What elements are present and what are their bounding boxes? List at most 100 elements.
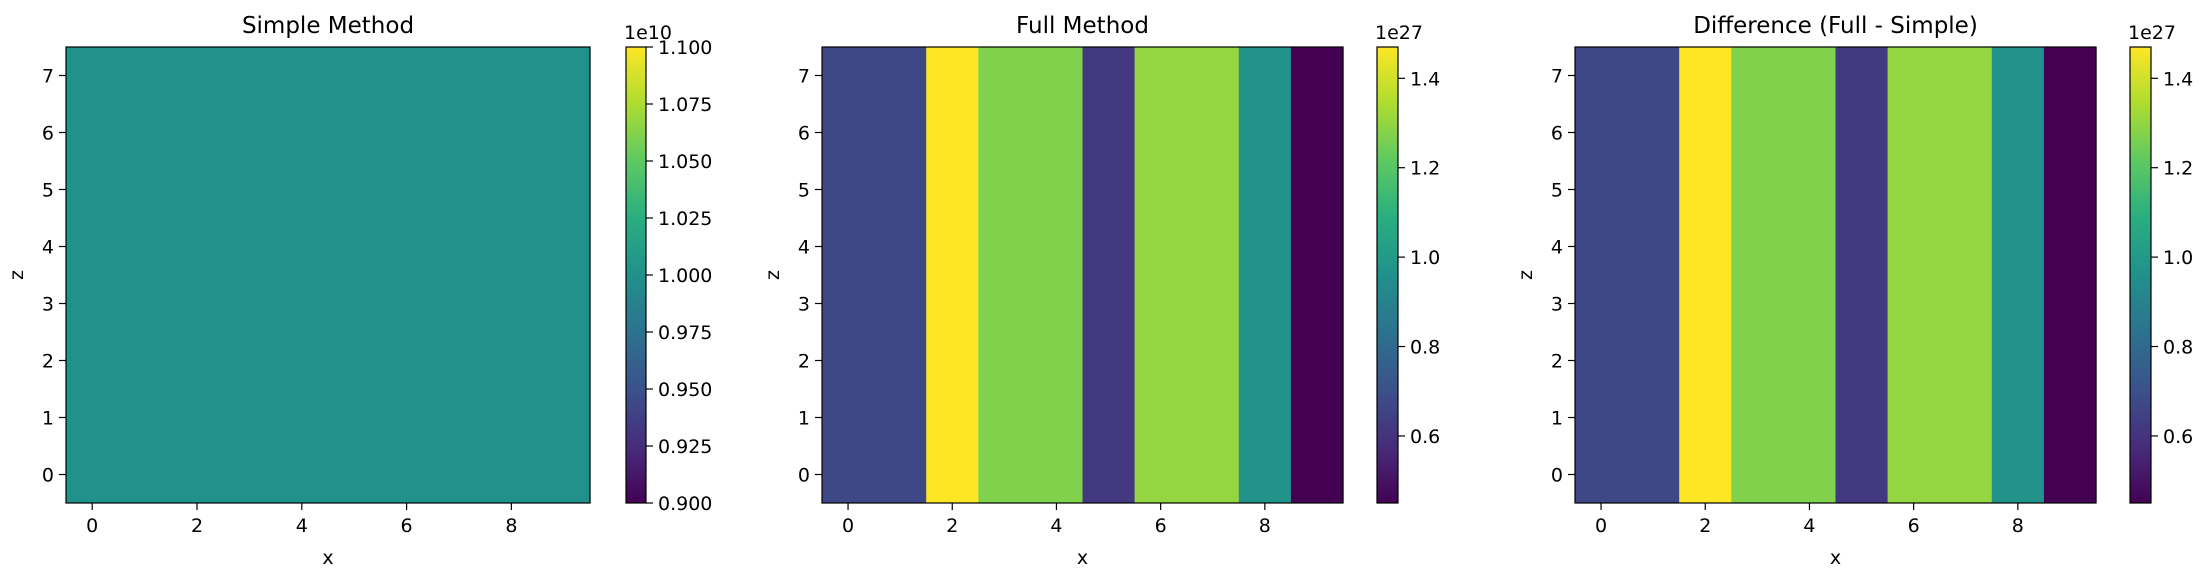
y-axis-label: z bbox=[1515, 270, 1537, 280]
y-tick-label: 1 bbox=[798, 408, 810, 430]
heatmap-cell bbox=[1887, 47, 1941, 503]
y-tick-label: 6 bbox=[798, 123, 810, 145]
heatmap-cell bbox=[874, 47, 927, 503]
colorbar-tick-label: 1.4 bbox=[2163, 68, 2193, 90]
chart-title: Simple Method bbox=[242, 13, 414, 39]
y-tick-label: 4 bbox=[798, 237, 810, 259]
colorbar-tick-label: 1.025 bbox=[658, 208, 712, 230]
heatmap-cell bbox=[1186, 47, 1240, 503]
colorbar-gradient bbox=[1376, 46, 1399, 504]
x-tick-label: 8 bbox=[1259, 515, 1271, 537]
heatmap-cell bbox=[223, 47, 277, 503]
heatmap-cell bbox=[822, 47, 875, 503]
heatmap-cell bbox=[1731, 47, 1784, 503]
axes-frame bbox=[65, 46, 591, 504]
heatmap-cell bbox=[1679, 47, 1732, 503]
colorbar-tick-label: 1.075 bbox=[658, 94, 712, 116]
heatmap-cell bbox=[170, 47, 224, 503]
heatmap-panel-3: Difference (Full - Simple) 0 2 4 6 8 x 0 1 2 3 4 5 6 7… bbox=[1515, 13, 2193, 569]
heatmap-cells bbox=[822, 47, 1344, 503]
y-tick-label: 0 bbox=[1551, 465, 1563, 487]
y-tick-label: 3 bbox=[798, 294, 810, 316]
y-tick-label: 5 bbox=[42, 180, 54, 202]
y-tick-label: 1 bbox=[42, 408, 54, 430]
y-tick-label: 1 bbox=[1551, 408, 1563, 430]
colorbar-tick-label: 0.6 bbox=[2163, 426, 2193, 448]
x-axis-label: x bbox=[1830, 547, 1841, 569]
heatmap-cell bbox=[66, 47, 119, 503]
chart-title: Full Method bbox=[1016, 13, 1149, 39]
y-axis-label: z bbox=[762, 270, 784, 280]
heatmap-cell bbox=[1575, 47, 1628, 503]
colorbar-tick-label: 0.950 bbox=[658, 379, 712, 401]
heatmap-cell bbox=[1835, 47, 1889, 503]
heatmap-cell bbox=[1030, 47, 1084, 503]
colorbar-multiplier: 1e27 bbox=[1375, 22, 1423, 44]
x-tick-label: 8 bbox=[2012, 515, 2024, 537]
colorbar-tick-label: 0.8 bbox=[1410, 337, 1440, 359]
heatmap-cell bbox=[2043, 47, 2097, 503]
x-tick-label: 6 bbox=[1155, 515, 1167, 537]
heatmap-cell bbox=[1134, 47, 1188, 503]
colorbar-tick-label: 1.0 bbox=[2163, 247, 2193, 269]
y-tick-label: 5 bbox=[798, 180, 810, 202]
colorbar-tick-label: 1.100 bbox=[658, 37, 712, 59]
colorbar-tick-label: 0.925 bbox=[658, 436, 712, 458]
y-tick-label: 2 bbox=[42, 351, 54, 373]
x-tick-label: 2 bbox=[946, 515, 958, 537]
y-tick-label: 7 bbox=[1551, 66, 1563, 88]
heatmap-cell bbox=[380, 47, 434, 503]
colorbar-tick-label: 0.8 bbox=[2163, 337, 2193, 359]
y-tick-label: 5 bbox=[1551, 180, 1563, 202]
colorbar-tick-label: 1.2 bbox=[2163, 158, 2193, 180]
colorbar-multiplier: 1e10 bbox=[624, 22, 672, 44]
colorbar-tick-label: 1.2 bbox=[1410, 158, 1440, 180]
colorbar: 0.6 0.8 1.0 1.2 1.4 1e27 bbox=[1375, 22, 1440, 504]
heatmap-cell bbox=[432, 47, 486, 503]
colorbar-tick-label: 0.900 bbox=[658, 493, 712, 515]
colorbar-tick-label: 1.050 bbox=[658, 151, 712, 173]
x-tick-label: 6 bbox=[401, 515, 413, 537]
y-tick-label: 4 bbox=[42, 237, 54, 259]
y-tick-label: 3 bbox=[42, 294, 54, 316]
colorbar-tick-label: 0.975 bbox=[658, 322, 712, 344]
colorbar-multiplier: 1e27 bbox=[2128, 22, 2176, 44]
x-axis-label: x bbox=[1077, 547, 1088, 569]
heatmap-cell bbox=[1939, 47, 1993, 503]
x-tick-label: 2 bbox=[191, 515, 203, 537]
colorbar-tick-label: 1.0 bbox=[1410, 247, 1440, 269]
colorbar: 0.6 0.8 1.0 1.2 1.4 1e27 bbox=[2128, 22, 2193, 504]
x-tick-label: 6 bbox=[1908, 515, 1920, 537]
y-tick-label: 7 bbox=[798, 66, 810, 88]
heatmap-cell bbox=[1082, 47, 1136, 503]
x-tick-label: 2 bbox=[1699, 515, 1711, 537]
y-axis-label: z bbox=[6, 270, 28, 280]
colorbar-gradient bbox=[625, 46, 647, 504]
colorbar: 0.900 0.925 0.950 0.975 1.000 1.025 1.050 1.075… bbox=[624, 22, 712, 515]
heatmap-cell bbox=[1627, 47, 1680, 503]
heatmap-cell bbox=[978, 47, 1031, 503]
heatmap-cell bbox=[537, 47, 591, 503]
heatmap-cell bbox=[485, 47, 539, 503]
y-tick-label: 0 bbox=[798, 465, 810, 487]
x-tick-label: 4 bbox=[1803, 515, 1815, 537]
y-tick-label: 6 bbox=[1551, 123, 1563, 145]
y-tick-label: 6 bbox=[42, 123, 54, 145]
heatmap-cell bbox=[1290, 47, 1344, 503]
x-tick-label: 0 bbox=[86, 515, 98, 537]
heatmap-cell bbox=[275, 47, 329, 503]
y-tick-label: 7 bbox=[42, 66, 54, 88]
x-tick-label: 0 bbox=[842, 515, 854, 537]
heatmap-panel-2: Full Method 0 2 4 6 8 x 0 1 2 3 4 5 6 7 z 0.6 0.8 1.0 1.2 1.… bbox=[762, 13, 1440, 569]
x-tick-label: 4 bbox=[1050, 515, 1062, 537]
x-tick-label: 0 bbox=[1595, 515, 1607, 537]
y-tick-label: 2 bbox=[798, 351, 810, 373]
colorbar-tick-label: 1.000 bbox=[658, 265, 712, 287]
y-tick-label: 3 bbox=[1551, 294, 1563, 316]
x-tick-label: 8 bbox=[505, 515, 517, 537]
colorbar-gradient bbox=[2129, 46, 2152, 504]
heatmap-cell bbox=[1783, 47, 1837, 503]
